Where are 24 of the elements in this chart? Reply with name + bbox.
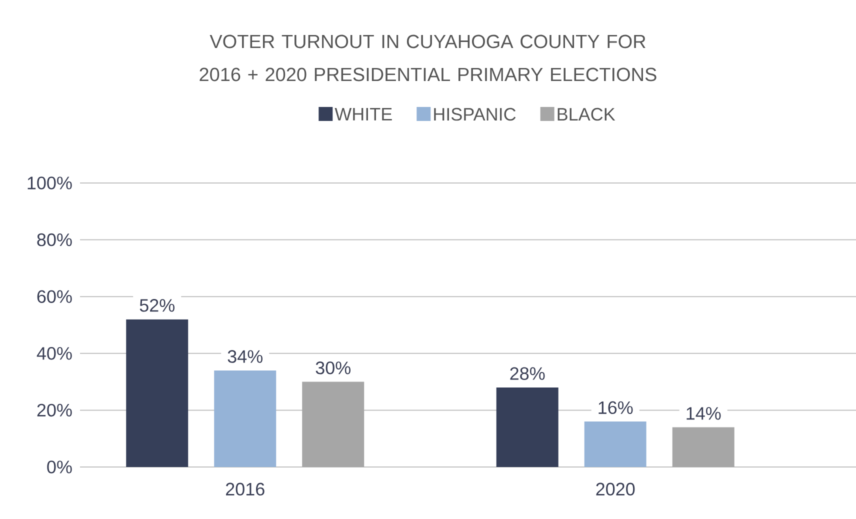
y-tick-label: 20% xyxy=(37,404,72,417)
bar xyxy=(126,319,188,467)
y-tick-label: 0% xyxy=(47,460,72,474)
data-label: 16% xyxy=(598,401,633,414)
data-label: 14% xyxy=(686,407,721,420)
x-tick-label: 2020 xyxy=(596,482,635,496)
legend-label: WHITE xyxy=(334,108,392,120)
bar xyxy=(214,370,276,467)
y-tick-label: 100% xyxy=(28,176,72,190)
data-label: 28% xyxy=(510,367,545,380)
legend-label: BLACK xyxy=(558,108,616,121)
x-tick-label: 2016 xyxy=(226,482,264,496)
data-label: 52% xyxy=(140,299,174,312)
bar xyxy=(672,427,734,467)
y-tick-label: 40% xyxy=(36,347,72,360)
data-label: 34% xyxy=(228,350,262,363)
data-label: 30% xyxy=(316,362,350,374)
bar xyxy=(496,387,558,467)
legend-label: HISPANIC xyxy=(434,108,516,121)
bar xyxy=(302,382,364,467)
chart-title: VOTER TURNOUT IN CUYAHOGA COUNTY FOR 2016 + 2020 PRESIDENTIAL PRIMARY ELECTIONS xyxy=(200,34,656,82)
y-tick-label: 80% xyxy=(37,233,72,246)
bar xyxy=(584,422,646,467)
y-tick-label: 60% xyxy=(37,290,72,303)
